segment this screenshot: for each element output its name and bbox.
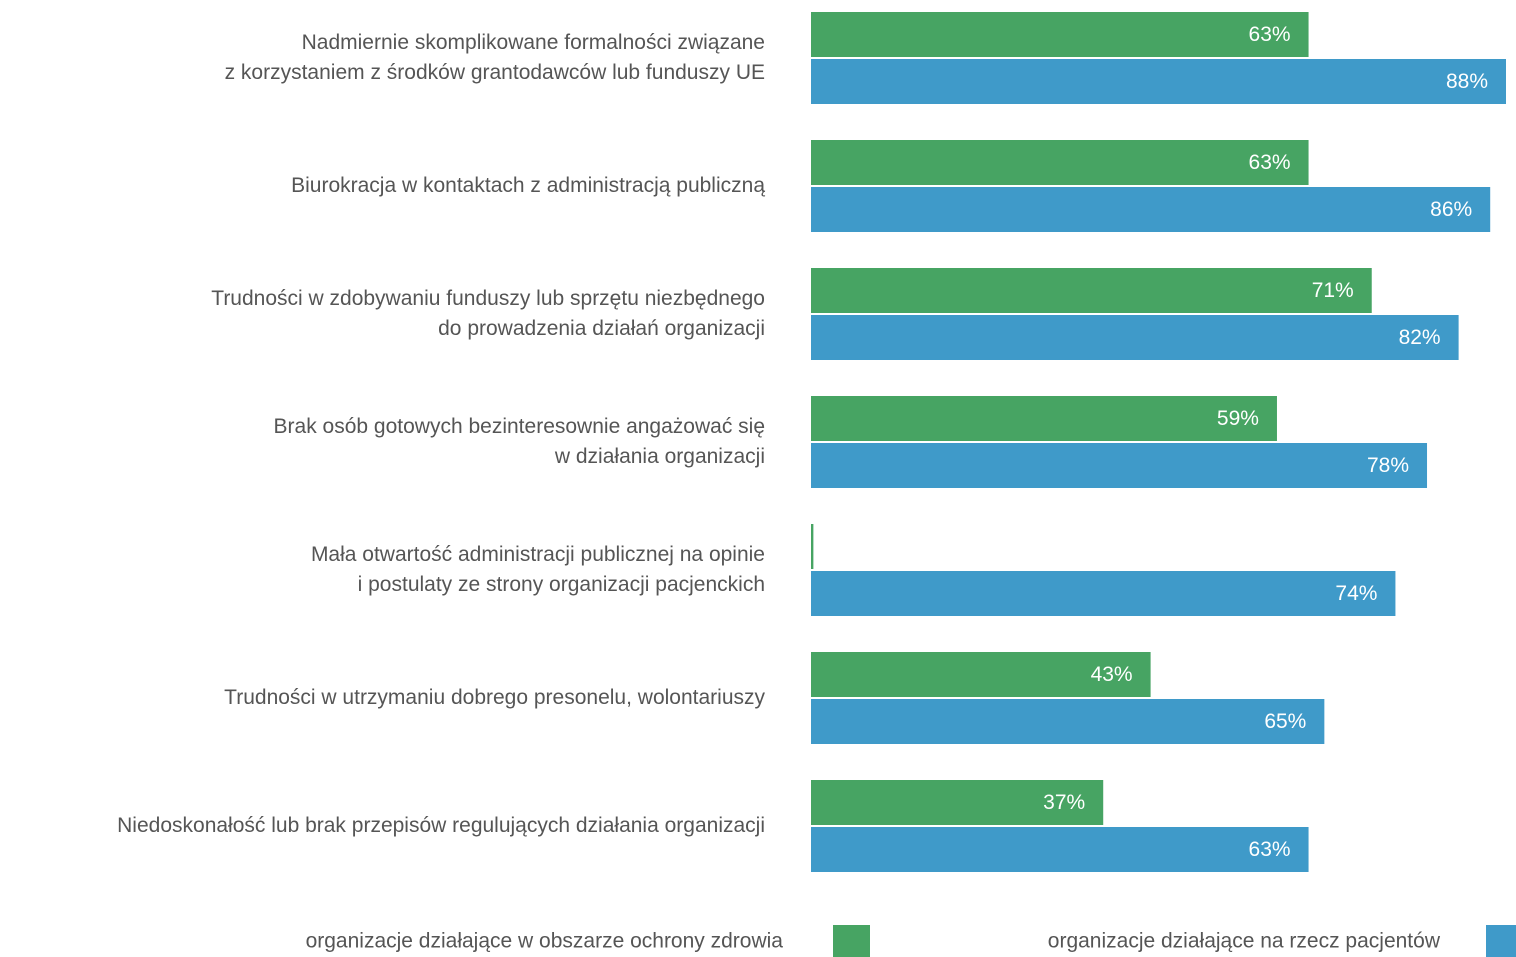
value-label: 82% [1399, 326, 1441, 349]
value-label: 88% [1446, 70, 1488, 93]
bar [811, 571, 1396, 616]
category-label: Biurokracja w kontaktach z administracją… [291, 174, 765, 197]
category-label: Brak osób gotowych bezinteresownie angaż… [273, 415, 765, 468]
bar [811, 315, 1459, 360]
value-label: 59% [1217, 407, 1259, 430]
bar [811, 140, 1309, 185]
bar [811, 827, 1309, 872]
bar [811, 59, 1506, 104]
bar [811, 268, 1372, 313]
category-label: Nadmiernie skomplikowane formalności zwi… [224, 31, 765, 84]
bar [811, 699, 1325, 744]
bar [811, 396, 1277, 441]
legend-swatch [833, 925, 870, 957]
legend-swatch [1486, 925, 1516, 957]
bar [811, 443, 1428, 488]
legend-label: organizacje działające na rzecz pacjentó… [1048, 930, 1441, 953]
bar [811, 780, 1104, 825]
value-label: 63% [1249, 23, 1291, 46]
bar [811, 187, 1491, 232]
category-label: Trudności w utrzymaniu dobrego presonelu… [224, 686, 765, 709]
value-label: 74% [1335, 582, 1377, 605]
value-label: 86% [1430, 198, 1472, 221]
value-label: 63% [1249, 838, 1291, 861]
bar [811, 12, 1309, 57]
category-label: Niedoskonałość lub brak przepisów regulu… [117, 814, 765, 837]
value-label: 43% [1091, 663, 1133, 686]
bar [811, 524, 814, 569]
category-label: Trudności w zdobywaniu funduszy lub sprz… [211, 287, 765, 340]
bar [811, 652, 1151, 697]
value-label: 71% [1312, 279, 1354, 302]
value-label: 37% [1043, 791, 1085, 814]
category-label: Mała otwartość administracji publicznej … [310, 543, 765, 596]
legend-label: organizacje działające w obszarze ochron… [306, 930, 784, 953]
value-label: 65% [1264, 710, 1306, 733]
value-label: 63% [1249, 151, 1291, 174]
value-label: 78% [1367, 454, 1409, 477]
